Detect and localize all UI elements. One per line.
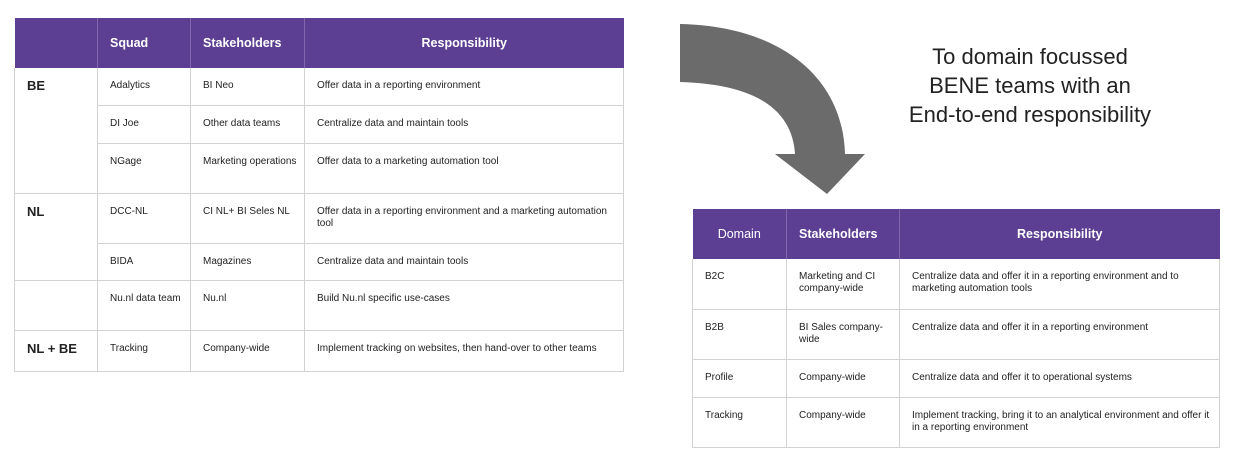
squad-cell: NGage — [97, 143, 191, 194]
responsibility-cell: Offer data to a marketing automation too… — [304, 143, 624, 194]
table-row: Profile Company-wide Centralize data and… — [692, 359, 1220, 398]
group-label: NL + BE — [14, 330, 98, 372]
responsibility-cell: Offer data in a reporting environment — [304, 68, 624, 106]
stakeholders-cell: Other data teams — [190, 105, 305, 144]
domain-table-header: Domain Stakeholders Responsibility — [692, 209, 1220, 259]
table-row: NL + BE Tracking Company-wide Implement … — [14, 330, 624, 372]
responsibility-cell: Implement tracking, bring it to an analy… — [899, 397, 1220, 448]
squad-cell: BIDA — [97, 243, 191, 281]
stakeholders-cell: Company-wide — [786, 397, 900, 448]
squad-cell: Tracking — [97, 330, 191, 372]
group-label: BE — [14, 68, 98, 194]
domain-cell: B2C — [692, 259, 787, 310]
responsibility-cell: Offer data in a reporting environment an… — [304, 193, 624, 244]
responsibility-cell: Implement tracking on websites, then han… — [304, 330, 624, 372]
transition-headline: To domain focussed BENE teams with an En… — [908, 44, 1152, 127]
squad-cell: DCC-NL — [97, 193, 191, 244]
squad-table: Squad Stakeholders Responsibility BE Ada… — [14, 18, 624, 372]
stakeholders-cell: Marketing and CI company-wide — [786, 259, 900, 310]
responsibility-cell: Centralize data and maintain tools — [304, 243, 624, 281]
domain-cell: Tracking — [692, 397, 787, 448]
header-stakeholders: Stakeholders — [190, 18, 305, 68]
stakeholders-cell: Nu.nl — [190, 280, 305, 331]
header-stakeholders: Stakeholders — [786, 209, 900, 259]
header-domain: Domain — [692, 209, 787, 259]
squad-cell: DI Joe — [97, 105, 191, 144]
table-row: Tracking Company-wide Implement tracking… — [692, 397, 1220, 448]
table-row: DI Joe Other data teams Centralize data … — [15, 105, 624, 144]
stakeholders-cell: Marketing operations — [190, 143, 305, 194]
table-row: BIDA Magazines Centralize data and maint… — [15, 243, 624, 281]
domain-cell: B2B — [692, 309, 787, 360]
squad-cell: Nu.nl data team — [97, 280, 191, 331]
stakeholders-cell: BI Sales company-wide — [786, 309, 900, 360]
table-row: B2C Marketing and CI company-wide Centra… — [692, 259, 1220, 310]
table-row: B2B BI Sales company-wide Centralize dat… — [692, 309, 1220, 360]
squad-table-header: Squad Stakeholders Responsibility — [14, 18, 624, 68]
responsibility-cell: Build Nu.nl specific use-cases — [304, 280, 624, 331]
domain-table: Domain Stakeholders Responsibility B2C M… — [692, 209, 1220, 448]
stakeholders-cell: BI Neo — [190, 68, 305, 106]
table-row: NGage Marketing operations Offer data to… — [15, 143, 624, 194]
squad-cell: Adalytics — [97, 68, 191, 106]
responsibility-cell: Centralize data and maintain tools — [304, 105, 624, 144]
header-responsibility: Responsibility — [899, 209, 1220, 259]
stakeholders-cell: Magazines — [190, 243, 305, 281]
table-row: BE Adalytics BI Neo Offer data in a repo… — [14, 68, 624, 194]
header-group — [14, 18, 98, 68]
curved-down-arrow-icon — [680, 24, 865, 194]
table-row: Nu.nl data team Nu.nl Build Nu.nl specif… — [14, 280, 624, 331]
table-row: NL DCC-NL CI NL+ BI Seles NL Offer data … — [14, 193, 624, 281]
domain-cell: Profile — [692, 359, 787, 398]
group-label — [14, 280, 98, 331]
responsibility-cell: Centralize data and offer it to operatio… — [899, 359, 1220, 398]
header-responsibility: Responsibility — [304, 18, 624, 68]
responsibility-cell: Centralize data and offer it in a report… — [899, 259, 1220, 310]
stakeholders-cell: Company-wide — [190, 330, 305, 372]
header-squad: Squad — [97, 18, 191, 68]
stakeholders-cell: CI NL+ BI Seles NL — [190, 193, 305, 244]
responsibility-cell: Centralize data and offer it in a report… — [899, 309, 1220, 360]
stakeholders-cell: Company-wide — [786, 359, 900, 398]
group-label: NL — [14, 193, 98, 281]
